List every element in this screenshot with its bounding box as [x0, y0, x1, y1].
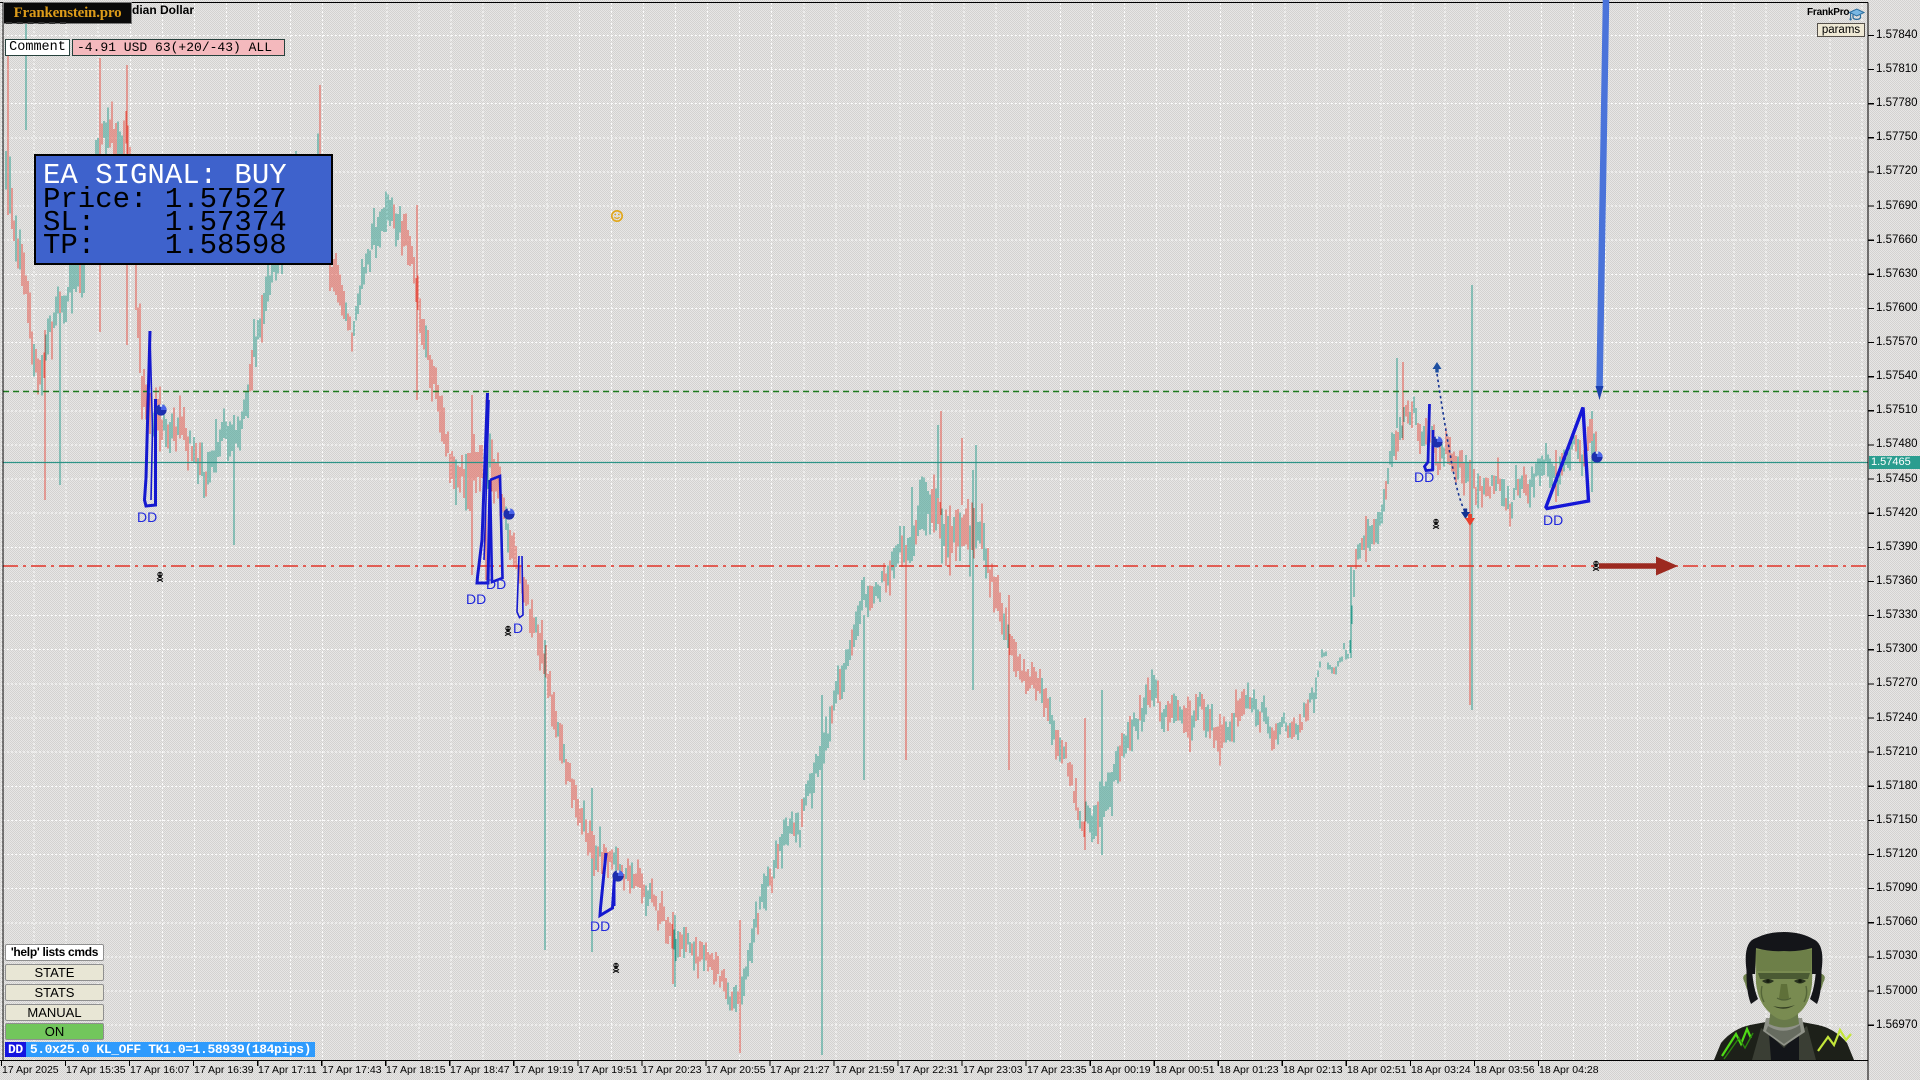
svg-text:DD: DD	[137, 509, 157, 525]
svg-text:DD: DD	[466, 591, 486, 607]
svg-text:DD: DD	[590, 918, 610, 934]
svg-text:DD: DD	[486, 576, 506, 592]
svg-text:DD: DD	[1414, 469, 1434, 485]
svg-text:DD: DD	[1543, 512, 1563, 528]
svg-text:D: D	[513, 620, 523, 636]
